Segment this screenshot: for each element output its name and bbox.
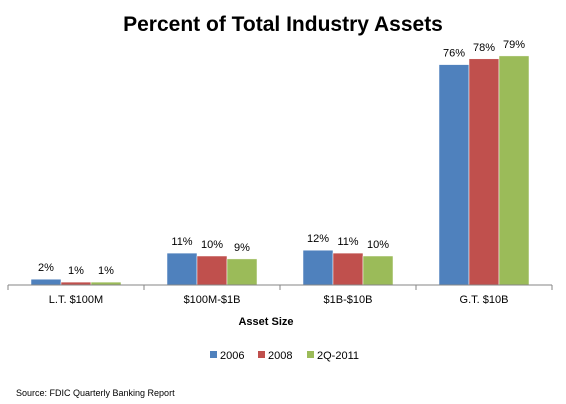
bar-2006-1: [166, 252, 198, 286]
data-label-2008-1: 10%: [201, 239, 223, 251]
bar-2Q-2011-1: [226, 258, 258, 286]
data-label-2Q-2011-0: 1%: [98, 265, 114, 277]
bar-2Q-2011-2: [362, 255, 394, 286]
x-axis-ticks: L.T. $100M $100M-$1B $1B-$10B G.T. $10B: [7, 285, 553, 306]
data-label-2008-0: 1%: [68, 265, 84, 277]
data-label-2006-3: 76%: [443, 48, 465, 60]
bar-2Q-2011-3: [498, 55, 530, 286]
bar-2006-3: [438, 64, 470, 286]
bar-2006-0: [30, 278, 62, 286]
data-label-2006-2: 12%: [307, 233, 329, 245]
x-tick-label: $100M-$1B: [184, 294, 241, 306]
bar-2008-2: [332, 252, 364, 286]
legend-swatch-2006: [210, 351, 217, 358]
legend-swatch-2Q-2011: [307, 351, 314, 358]
legend-label-2008: 2008: [268, 350, 292, 362]
x-tick-label: L.T. $100M: [49, 294, 103, 306]
x-axis-title: Asset Size: [238, 316, 293, 328]
data-label-2Q-2011-3: 79%: [503, 39, 525, 51]
source-note: Source: FDIC Quarterly Banking Report: [16, 388, 175, 398]
data-label-2Q-2011-1: 9%: [234, 242, 250, 254]
bar-2008-1: [196, 255, 228, 286]
bar-2006-2: [302, 249, 334, 286]
legend-label-2006: 2006: [220, 350, 244, 362]
legend-swatch-2008: [258, 351, 265, 358]
bar-2008-3: [468, 58, 500, 286]
data-label-2008-3: 78%: [473, 42, 495, 54]
data-label-2008-2: 11%: [337, 236, 358, 248]
plot-area: 2% 1% 1% 11% 10% 9% 12% 11% 10% 76% 78% 79%: [30, 39, 530, 286]
data-label-2006-1: 11%: [171, 236, 192, 248]
legend: 2006 2008 2Q-2011: [210, 350, 359, 362]
chart-title: Percent of Total Industry Assets: [123, 13, 443, 36]
data-label-2006-0: 2%: [38, 262, 54, 274]
x-tick-label: $1B-$10B: [324, 294, 373, 306]
data-label-2Q-2011-2: 10%: [367, 239, 389, 251]
x-tick-label: G.T. $10B: [460, 294, 509, 306]
legend-label-2Q-2011: 2Q-2011: [317, 350, 359, 362]
